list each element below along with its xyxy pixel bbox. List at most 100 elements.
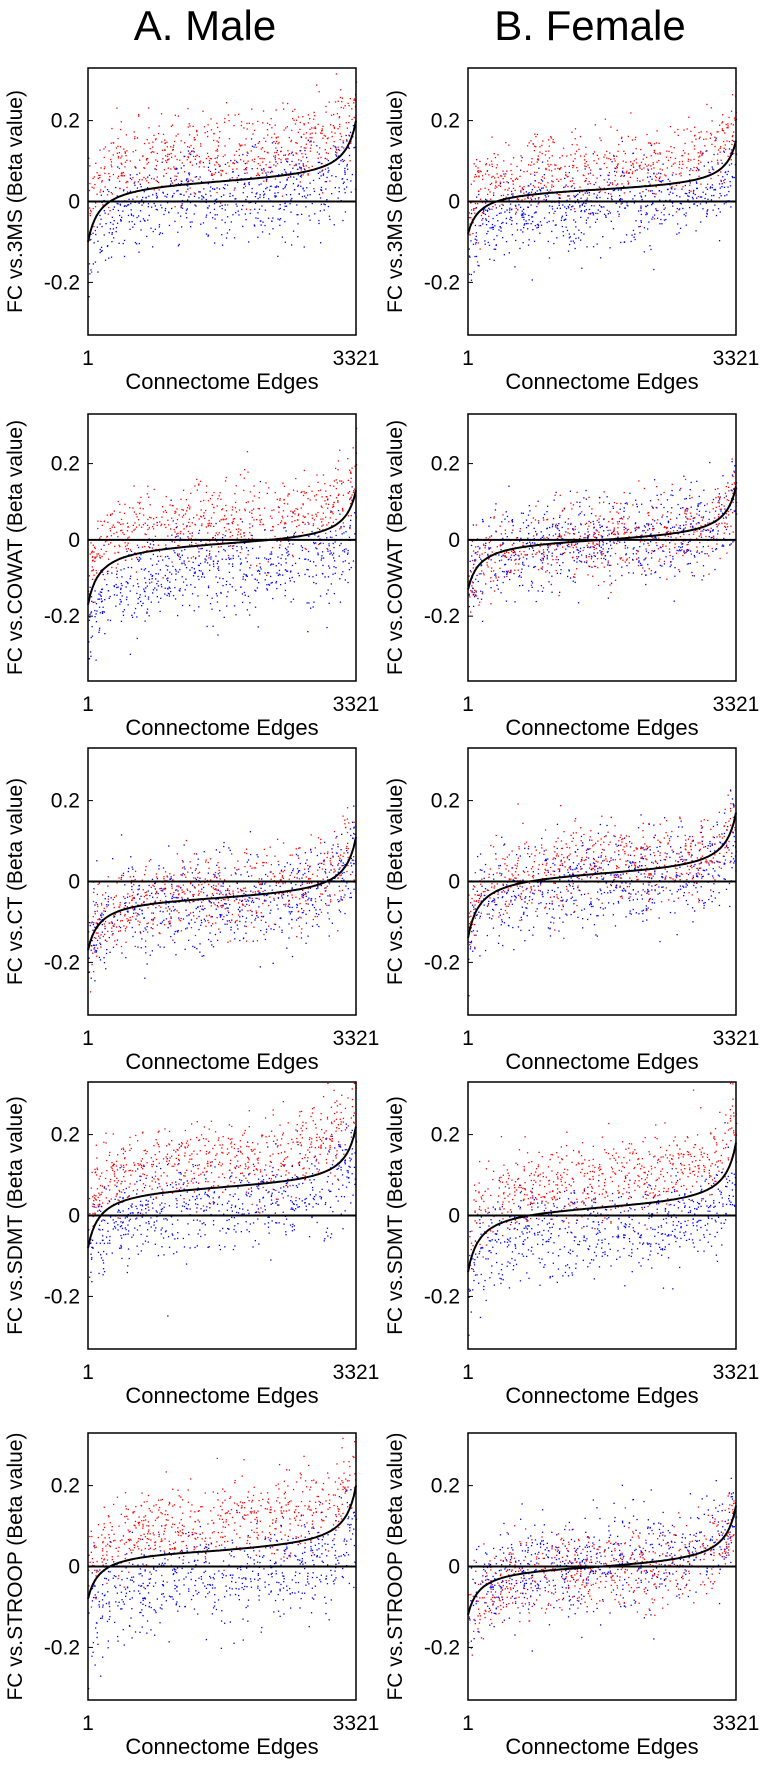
data-point (113, 220, 115, 222)
data-point (312, 523, 315, 525)
data-point (129, 590, 131, 592)
data-point (687, 518, 689, 520)
data-point (579, 205, 581, 207)
data-point (290, 152, 293, 155)
data-point (643, 227, 646, 229)
data-point (177, 183, 179, 185)
data-point (134, 136, 136, 138)
data-point (478, 190, 480, 192)
data-point (258, 557, 260, 559)
data-point (151, 564, 154, 566)
data-point (685, 524, 687, 526)
data-point (509, 203, 512, 205)
data-point (347, 549, 349, 552)
data-point (136, 637, 138, 640)
data-point (325, 105, 327, 108)
data-point (677, 128, 679, 131)
data-point (232, 557, 234, 560)
data-point (699, 203, 702, 205)
data-point (327, 589, 329, 591)
data-point (161, 207, 163, 209)
data-point (149, 148, 151, 150)
data-point (307, 631, 309, 633)
data-point (325, 503, 327, 505)
data-point (348, 115, 351, 117)
data-point (556, 556, 558, 558)
data-point (493, 590, 496, 592)
series-red (88, 73, 358, 273)
data-point (233, 545, 235, 547)
data-point (684, 510, 686, 512)
data-point (240, 536, 242, 538)
data-point (669, 551, 671, 553)
data-point (302, 164, 304, 167)
data-point (702, 152, 704, 154)
data-point (227, 204, 229, 206)
data-point (152, 230, 154, 233)
data-point (647, 176, 649, 178)
data-point (725, 202, 727, 204)
data-point (292, 598, 295, 600)
data-point (284, 547, 287, 550)
sorted-curve (467, 140, 737, 235)
data-point (177, 245, 180, 247)
data-point (533, 538, 535, 540)
data-point (558, 536, 561, 538)
data-point (539, 146, 541, 148)
data-point (213, 491, 215, 494)
data-point (592, 153, 594, 155)
data-point (287, 150, 289, 152)
data-point (337, 100, 339, 102)
data-point (672, 172, 674, 174)
data-point (547, 563, 549, 565)
data-point (141, 179, 143, 181)
data-point (624, 207, 626, 209)
data-point (731, 512, 734, 514)
data-point (171, 561, 173, 563)
data-point (491, 208, 493, 210)
data-point (231, 509, 234, 511)
data-point (657, 210, 659, 212)
data-point (619, 195, 621, 197)
data-point (206, 131, 209, 133)
data-point (156, 596, 158, 598)
data-point (351, 499, 353, 501)
data-point (696, 166, 698, 169)
data-point (567, 250, 570, 252)
data-point (639, 541, 641, 543)
data-point (210, 558, 212, 560)
data-point (600, 139, 602, 142)
data-point (254, 144, 256, 146)
data-point (510, 190, 513, 193)
data-point (561, 217, 563, 219)
data-point (506, 575, 508, 578)
data-point (675, 211, 678, 213)
x-tick-label: 1 (462, 347, 474, 370)
data-point (106, 245, 109, 248)
data-point (631, 139, 634, 141)
data-point (629, 492, 631, 494)
data-point (515, 177, 518, 179)
data-point (694, 517, 696, 519)
data-point (700, 131, 702, 133)
data-point (274, 155, 277, 157)
data-point (103, 168, 105, 170)
data-point (352, 560, 355, 562)
data-point (119, 214, 121, 217)
data-point (196, 546, 199, 548)
data-point (317, 552, 319, 554)
data-point (724, 525, 726, 528)
data-point (171, 534, 173, 536)
data-point (649, 190, 652, 192)
data-point (342, 571, 344, 573)
data-point (480, 590, 482, 592)
data-point (289, 571, 292, 573)
data-point (705, 138, 707, 140)
data-point (547, 547, 549, 549)
data-point (706, 210, 708, 212)
data-point (266, 151, 269, 153)
data-point (133, 511, 135, 513)
data-point (277, 143, 279, 145)
data-point (166, 193, 169, 196)
data-point (612, 522, 614, 524)
